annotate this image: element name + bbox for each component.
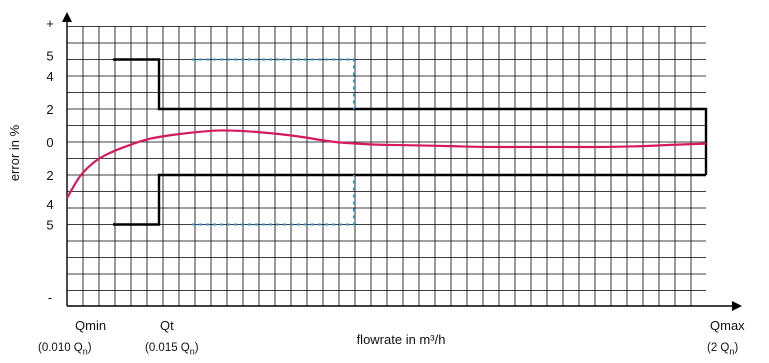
qmin-label: Qmin — [75, 318, 106, 333]
qmax-close: ) — [734, 342, 738, 354]
upper-limit-line — [113, 60, 706, 176]
dotted-upper-limit — [192, 60, 354, 110]
y-tick-label: 4 — [46, 69, 53, 84]
qt-close: ) — [195, 342, 199, 354]
qt-label: Qt — [160, 318, 174, 333]
y-tick-label: 5 — [46, 218, 53, 233]
qmax-label: Qmax — [710, 318, 745, 333]
y-tick-label: + — [46, 16, 54, 31]
y-tick-labels: +5 4 2 0 2 4 5 - — [46, 16, 54, 305]
y-tick-label: 2 — [46, 102, 53, 117]
dotted-lower-limit — [192, 175, 354, 225]
qmax-sublabel: (2 Qn) — [707, 342, 738, 356]
chart-grid — [67, 26, 706, 306]
qt-sublabel: (0.015 Qn) — [145, 342, 199, 356]
y-axis-arrow — [62, 12, 72, 22]
qmin-sublabel: (0.010 Qn) — [38, 342, 92, 356]
lower-limit-line — [113, 175, 706, 225]
qmin-note: (0.010 Q — [38, 342, 83, 354]
y-tick-label: - — [48, 290, 52, 305]
y-tick-label: 0 — [46, 135, 53, 150]
y-tick-label: 5 — [46, 49, 53, 64]
y-axis-label: error in % — [7, 124, 22, 181]
y-tick-label: 2 — [46, 168, 53, 183]
chart-axes — [62, 12, 742, 311]
y-tick-label: 4 — [46, 197, 53, 212]
qmin-close: ) — [88, 342, 92, 354]
x-axis-label: flowrate in m³/h — [357, 332, 446, 347]
qt-note: (0.015 Q — [145, 342, 190, 354]
qmax-note: (2 Q — [707, 342, 729, 354]
x-axis-arrow — [732, 301, 742, 311]
